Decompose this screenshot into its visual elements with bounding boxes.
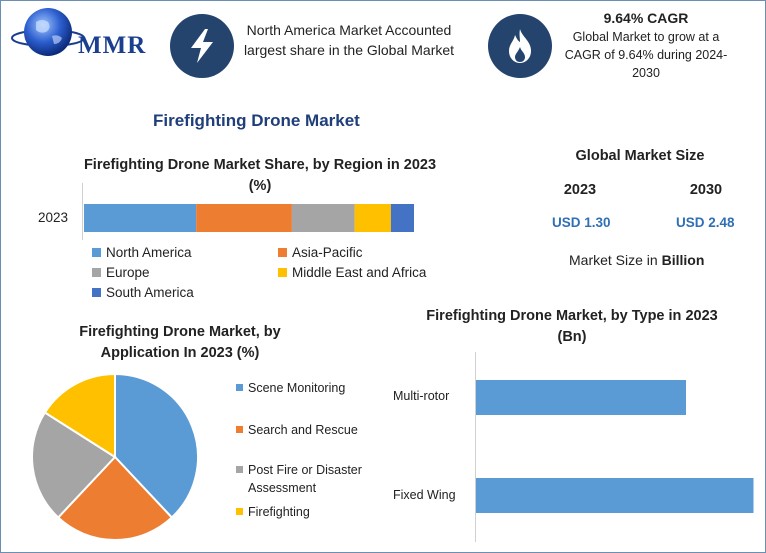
cagr-title: 9.64% CAGR	[603, 10, 689, 26]
legend-label: Firefighting	[248, 505, 310, 519]
legend-label: Asia-Pacific	[292, 245, 363, 260]
type-bar-chart	[476, 380, 754, 513]
year-2023-label: 2023	[563, 182, 597, 198]
pie-legend-scene-monitoring: Scene Monitoring	[236, 379, 386, 397]
region-bar-segment-1	[84, 204, 197, 232]
cagr-description: Global Market to grow at a CAGR of 9.64%…	[564, 30, 728, 80]
legend-asia-pacific: Asia-Pacific	[278, 245, 363, 260]
application-pie-chart	[31, 372, 199, 541]
legend-label: Post Fire or Disaster Assessment	[248, 463, 362, 495]
cagr-info: 9.64% CAGR Global Market to grow at a CA…	[556, 8, 736, 82]
flame-icon-circle	[488, 14, 552, 78]
type-category-label: Fixed Wing	[393, 488, 456, 502]
region-info-text: North America Market Accounted largest s…	[243, 22, 455, 58]
pie-slice-4	[43, 372, 116, 459]
main-title: Firefighting Drone Market	[153, 111, 360, 130]
region-chart-axis	[82, 183, 83, 240]
pie-legend-search-rescue: Search and Rescue	[236, 421, 386, 439]
type-bar-2	[476, 478, 754, 513]
logo-text: MMR	[78, 32, 147, 59]
pie-legend-post-fire: Post Fire or Disaster Assessment	[236, 461, 376, 497]
legend-middle-east-africa: Middle East and Africa	[278, 265, 426, 280]
year-2030-label: 2030	[689, 182, 723, 198]
legend-north-america: North America	[92, 245, 192, 260]
legend-label: North America	[106, 245, 192, 260]
market-size-unit-prefix: Market Size in	[569, 252, 658, 268]
legend-europe: Europe	[92, 265, 150, 280]
legend-label: Europe	[106, 265, 150, 280]
legend-label: Middle East and Africa	[292, 265, 427, 280]
market-size-2023-value: USD 1.30	[552, 215, 611, 230]
legend-label: Scene Monitoring	[248, 381, 346, 395]
lightning-icon-circle	[170, 14, 234, 78]
legend-swatch	[92, 268, 101, 277]
pie-legend-firefighting: Firefighting	[236, 503, 386, 521]
market-size-2030-value: USD 2.48	[676, 215, 735, 230]
type-bar-1	[476, 380, 686, 415]
type-chart-axis	[475, 352, 476, 542]
application-chart-title: Firefighting Drone Market, by Applicatio…	[79, 324, 281, 361]
pie-slice-2	[56, 455, 174, 541]
pie-slice-1	[114, 372, 199, 519]
region-bar-segment-5	[390, 204, 414, 232]
region-chart-category-label: 2023	[38, 210, 69, 225]
market-size-unit-value: Billion	[661, 252, 705, 268]
type-chart-title: Firefighting Drone Market, by Type in 20…	[426, 308, 718, 345]
market-size-unit: Market Size in Billion	[569, 252, 704, 268]
legend-swatch	[92, 288, 101, 297]
legend-swatch	[236, 466, 243, 473]
legend-swatch	[236, 426, 243, 433]
legend-swatch	[92, 248, 101, 257]
region-stacked-bar	[84, 204, 414, 232]
globe-icon	[11, 8, 85, 56]
legend-swatch	[278, 268, 287, 277]
legend-swatch	[236, 384, 243, 391]
legend-swatch	[278, 248, 287, 257]
type-category-label: Multi-rotor	[393, 389, 450, 403]
pie-slice-3	[31, 411, 117, 519]
region-bar-segment-4	[354, 204, 391, 232]
mmr-logo: MMR	[8, 6, 158, 68]
legend-swatch	[236, 508, 243, 515]
legend-label: South America	[106, 285, 194, 300]
legend-south-america: South America	[92, 285, 194, 300]
market-size-title: Global Market Size	[575, 148, 705, 164]
region-bar-segment-2	[196, 204, 292, 232]
flame-icon	[509, 29, 531, 63]
legend-label: Search and Rescue	[248, 423, 358, 437]
region-bar-segment-3	[291, 204, 355, 232]
region-chart-title: Firefighting Drone Market Share, by Regi…	[83, 157, 437, 194]
lightning-bolt-icon	[191, 29, 213, 63]
